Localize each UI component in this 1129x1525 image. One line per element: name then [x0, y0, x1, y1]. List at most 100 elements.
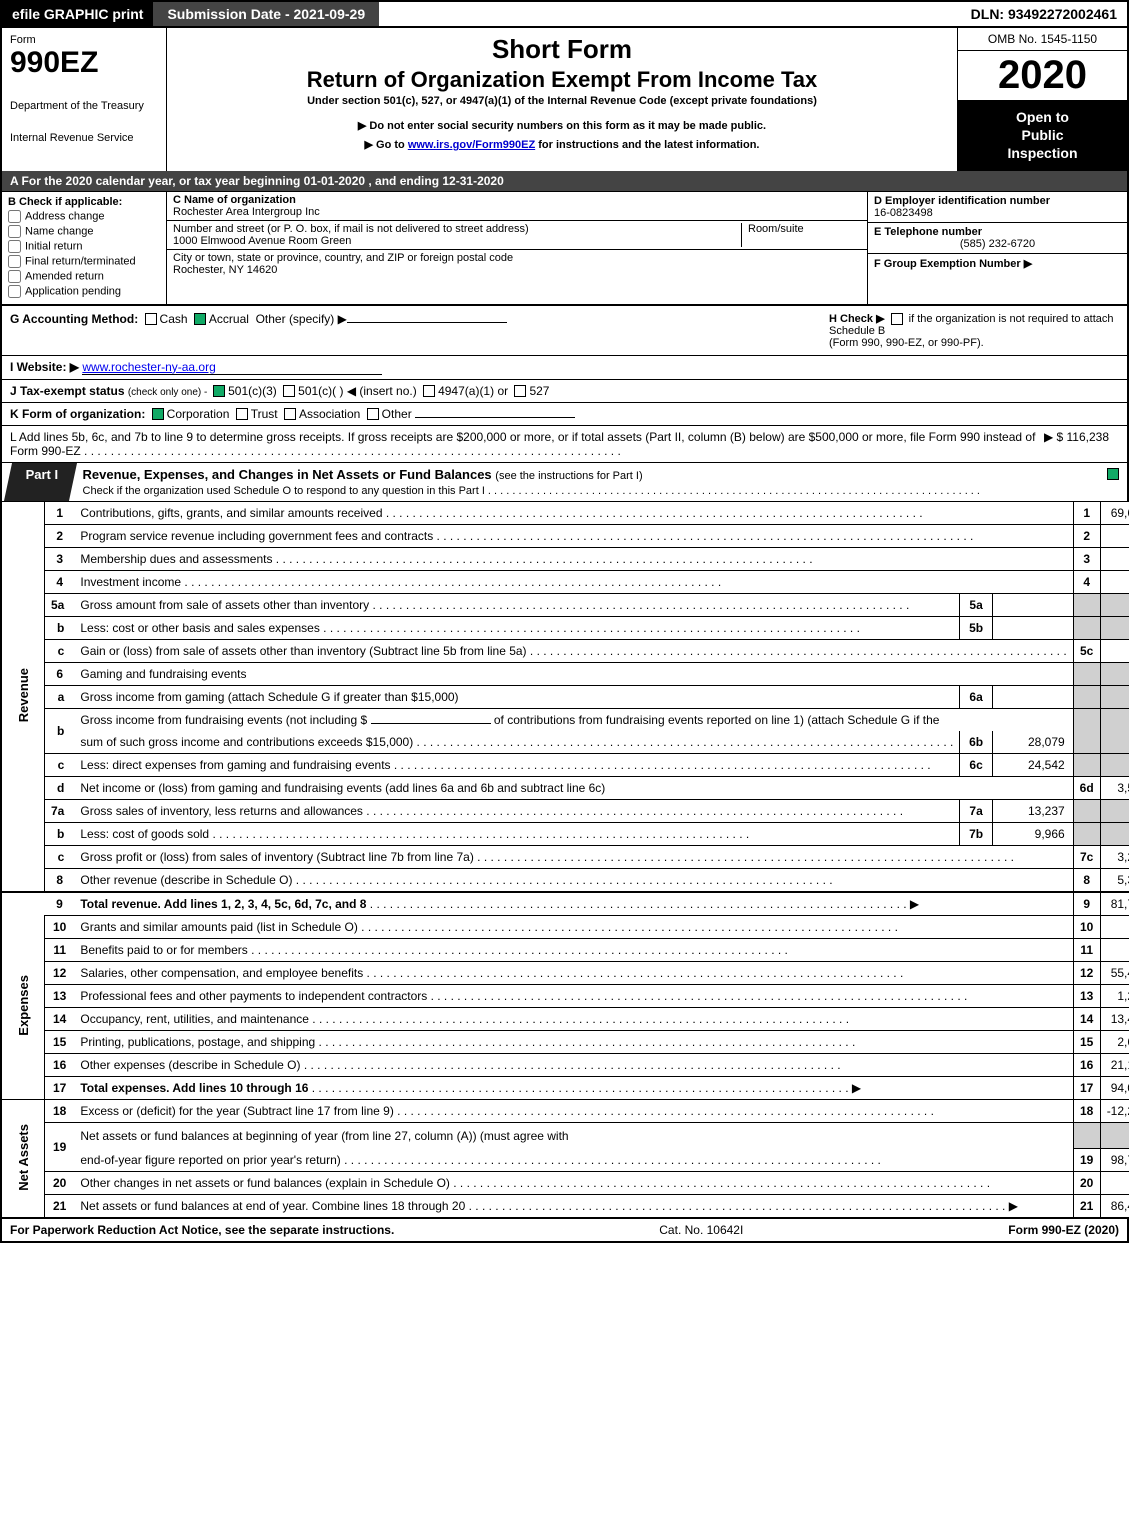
- line-10: Expenses 10 Grants and similar amounts p…: [1, 915, 1129, 938]
- chk-final-return[interactable]: Final return/terminated: [8, 255, 160, 268]
- d-label: D Employer identification number: [874, 195, 1121, 207]
- chk-final-return-input[interactable]: [8, 255, 21, 268]
- form-label: Form: [10, 34, 158, 46]
- g-label: G Accounting Method:: [10, 312, 138, 326]
- top-bar: efile GRAPHIC print Submission Date - 20…: [0, 0, 1129, 28]
- chk-address-change-input[interactable]: [8, 210, 21, 223]
- val-11: [1100, 938, 1129, 961]
- ein-value: 16-0823498: [874, 207, 1121, 219]
- chk-initial-return-input[interactable]: [8, 240, 21, 253]
- open-to-public-box: Open to Public Inspection: [958, 100, 1127, 171]
- line-19a: 19 Net assets or fund balances at beginn…: [1, 1122, 1129, 1149]
- val-8: 5,304: [1100, 868, 1129, 892]
- chk-corp[interactable]: [152, 408, 164, 420]
- val-12: 55,460: [1100, 961, 1129, 984]
- val-13: 1,282: [1100, 984, 1129, 1007]
- val-7c: 3,271: [1100, 845, 1129, 868]
- val-5a: [992, 593, 1073, 616]
- chk-501c[interactable]: [283, 385, 295, 397]
- row-gh: G Accounting Method: Cash Accrual Other …: [0, 306, 1129, 356]
- h-text3: (Form 990, 990-EZ, or 990-PF).: [829, 337, 984, 349]
- val-2: [1100, 524, 1129, 547]
- vlabel-revenue: Revenue: [1, 502, 45, 892]
- chk-accrual[interactable]: [194, 313, 206, 325]
- chk-527[interactable]: [514, 385, 526, 397]
- chk-h[interactable]: [891, 313, 903, 325]
- part-i-header: Part I Revenue, Expenses, and Changes in…: [0, 463, 1129, 502]
- val-10: [1100, 915, 1129, 938]
- val-20: [1100, 1172, 1129, 1195]
- open-line1: Open to: [962, 108, 1123, 126]
- submission-date: Submission Date - 2021-09-29: [153, 2, 379, 26]
- part-i-paren: (see the instructions for Part I): [495, 470, 642, 482]
- chk-address-change[interactable]: Address change: [8, 210, 160, 223]
- line-6a: a Gross income from gaming (attach Sched…: [1, 685, 1129, 708]
- line-16: 16 Other expenses (describe in Schedule …: [1, 1053, 1129, 1076]
- efile-print-label[interactable]: efile GRAPHIC print: [2, 2, 153, 26]
- subtitle: Under section 501(c), 527, or 4947(a)(1)…: [175, 95, 949, 107]
- col-c-city-row: City or town, state or province, country…: [167, 250, 867, 278]
- g-accrual: Accrual: [209, 312, 249, 326]
- k-other: Other: [382, 407, 412, 421]
- chk-assoc[interactable]: [284, 408, 296, 420]
- line-6b: b Gross income from fundraising events (…: [1, 708, 1129, 731]
- part-i-check[interactable]: [1099, 463, 1127, 501]
- col-e-phone: E Telephone number (585) 232-6720: [868, 223, 1127, 254]
- chk-name-change[interactable]: Name change: [8, 225, 160, 238]
- chk-amended-return[interactable]: Amended return: [8, 270, 160, 283]
- chk-amended-return-input[interactable]: [8, 270, 21, 283]
- block-bcd: B Check if applicable: Address change Na…: [0, 191, 1129, 306]
- line-1: Revenue 1 Contributions, gifts, grants, …: [1, 502, 1129, 525]
- page-footer: For Paperwork Reduction Act Notice, see …: [0, 1218, 1129, 1243]
- col-b-checkboxes: B Check if applicable: Address change Na…: [2, 192, 167, 304]
- chk-application-pending-input[interactable]: [8, 285, 21, 298]
- row-k: K Form of organization: Corporation Trus…: [0, 403, 1129, 426]
- chk-4947[interactable]: [423, 385, 435, 397]
- g-cash: Cash: [160, 312, 188, 326]
- h-pre: H Check ▶: [829, 313, 888, 325]
- line-21: 21 Net assets or fund balances at end of…: [1, 1195, 1129, 1218]
- line-3: 3 Membership dues and assessments 3: [1, 547, 1129, 570]
- city-label: City or town, state or province, country…: [173, 252, 513, 264]
- val-6d: 3,537: [1100, 776, 1129, 799]
- line-6d: d Net income or (loss) from gaming and f…: [1, 776, 1129, 799]
- chk-application-pending[interactable]: Application pending: [8, 285, 160, 298]
- footer-catno: Cat. No. 10642I: [394, 1223, 1008, 1237]
- col-c: C Name of organization Rochester Area In…: [167, 192, 867, 304]
- chk-name-change-input[interactable]: [8, 225, 21, 238]
- org-name: Rochester Area Intergroup Inc: [173, 206, 320, 218]
- website-link[interactable]: www.rochester-ny-aa.org: [82, 360, 215, 374]
- footer-formno: Form 990-EZ (2020): [1008, 1223, 1119, 1237]
- line-7b: b Less: cost of goods sold 7b 9,966: [1, 822, 1129, 845]
- line-12: 12 Salaries, other compensation, and emp…: [1, 961, 1129, 984]
- org-address: 1000 Elmwood Avenue Room Green: [173, 235, 741, 247]
- chk-501c3[interactable]: [213, 385, 225, 397]
- l-text: L Add lines 5b, 6c, and 7b to line 9 to …: [10, 430, 1044, 458]
- chk-initial-return[interactable]: Initial return: [8, 240, 160, 253]
- dln-label: DLN: 93492272002461: [961, 2, 1127, 26]
- k-trust: Trust: [251, 407, 278, 421]
- header-center: Short Form Return of Organization Exempt…: [167, 28, 957, 171]
- row-j: J Tax-exempt status (check only one) - 5…: [0, 380, 1129, 403]
- addr-label: Number and street (or P. O. box, if mail…: [173, 223, 741, 235]
- header-left: Form 990EZ Department of the Treasury In…: [2, 28, 167, 171]
- j-501c3: 501(c)(3): [228, 384, 277, 398]
- chk-cash[interactable]: [145, 313, 157, 325]
- line-4: 4 Investment income 4 9: [1, 570, 1129, 593]
- vlabel-netassets: Net Assets: [1, 1099, 45, 1218]
- line-2: 2 Program service revenue including gove…: [1, 524, 1129, 547]
- chk-other[interactable]: [367, 408, 379, 420]
- val-6c: 24,542: [992, 753, 1073, 776]
- g-other: Other (specify) ▶: [256, 312, 347, 326]
- k-other-line: [415, 417, 575, 418]
- chk-trust[interactable]: [236, 408, 248, 420]
- footer-left: For Paperwork Reduction Act Notice, see …: [10, 1223, 394, 1237]
- irs-link[interactable]: www.irs.gov/Form990EZ: [408, 139, 535, 151]
- line-19b: end-of-year figure reported on prior yea…: [1, 1149, 1129, 1172]
- col-d: D Employer identification number 16-0823…: [867, 192, 1127, 304]
- lines-table: Revenue 1 Contributions, gifts, grants, …: [0, 502, 1129, 1219]
- val-3: [1100, 547, 1129, 570]
- val-7b: 9,966: [992, 822, 1073, 845]
- line-5a: 5a Gross amount from sale of assets othe…: [1, 593, 1129, 616]
- 6b-blank: [371, 723, 491, 724]
